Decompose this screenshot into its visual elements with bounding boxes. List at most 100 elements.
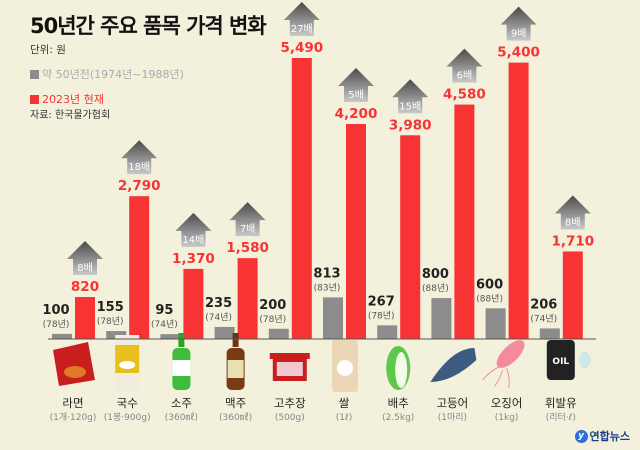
current-bar <box>129 196 150 339</box>
cabbage-icon <box>386 346 411 390</box>
multiplier-label: 8배 <box>565 216 581 228</box>
past-bar <box>323 297 343 339</box>
icon-part <box>232 333 239 347</box>
past-value-label: 235 <box>205 296 232 311</box>
icon-part <box>227 360 244 378</box>
category-unit-label: (1kg) <box>495 413 519 423</box>
past-value-label: 267 <box>368 294 395 309</box>
increase-arrow-icon <box>500 6 537 41</box>
past-year-label: (78년) <box>97 316 124 327</box>
past-bar <box>377 325 398 339</box>
current-value-label: 4,580 <box>443 87 486 103</box>
increase-arrow-icon <box>121 140 158 175</box>
multiplier-label: 14배 <box>182 234 204 246</box>
soju-bottle-icon <box>172 333 191 390</box>
icon-part <box>337 360 353 376</box>
category-label: 맥주 <box>225 396 246 410</box>
increase-arrow-icon <box>67 241 103 276</box>
current-bar <box>237 258 258 339</box>
current-value-label: 1,710 <box>551 233 594 249</box>
current-bar <box>400 135 421 339</box>
category-unit-label: (500g) <box>275 413 305 423</box>
icon-part <box>578 352 591 368</box>
category-unit-label: (리터·ℓ) <box>546 412 576 423</box>
logo-mark-icon: y <box>574 429 588 443</box>
category-label: 라면 <box>62 396 83 410</box>
past-year-label: (74년) <box>205 312 232 323</box>
past-year-label: (78년) <box>368 310 395 321</box>
category-label: 소주 <box>171 396 192 410</box>
current-bar <box>291 58 312 339</box>
increase-arrow-icon <box>283 2 320 36</box>
gochujang-tub-icon <box>269 353 310 381</box>
current-value-label: 1,370 <box>172 251 215 267</box>
past-value-label: 800 <box>422 267 449 282</box>
category-unit-label: (1봉·900g) <box>104 412 151 423</box>
ramen-icon <box>53 342 95 386</box>
past-year-label: (83년) <box>314 282 341 293</box>
past-value-label: 200 <box>259 298 286 313</box>
icon-part <box>276 362 303 376</box>
category-unit-label: (2.5kg) <box>382 413 414 423</box>
noodle-icon <box>115 335 140 391</box>
category-label: 쌀 <box>339 396 350 410</box>
icon-part <box>546 340 575 380</box>
squid-icon <box>482 340 525 389</box>
category-label: 고추장 <box>274 396 306 410</box>
past-year-label: (78년) <box>43 319 70 330</box>
category-label: 휘발유 <box>545 396 577 410</box>
icon-part <box>395 352 408 388</box>
category-unit-label: (1마리) <box>438 412 467 423</box>
past-bar <box>431 298 452 339</box>
oil-barrel-icon <box>546 340 591 380</box>
multiplier-label: 5배 <box>348 89 364 101</box>
icon-part <box>178 333 185 347</box>
past-bar <box>485 308 506 339</box>
multiplier-label: 7배 <box>240 223 256 235</box>
increase-arrow-icon <box>338 68 374 103</box>
multiplier-label: 15배 <box>399 100 421 112</box>
category-label: 배추 <box>388 396 409 410</box>
category-unit-label: (1ℓ) <box>336 413 352 423</box>
yonhap-logo: y 연합뉴스 <box>574 428 630 444</box>
current-value-label: 2,790 <box>118 178 161 194</box>
legend-label-current: 2023년 현재 <box>42 93 104 106</box>
multiplier-label: 6배 <box>457 70 473 82</box>
icon-part <box>482 365 510 389</box>
multiplier-label: 27배 <box>291 23 313 35</box>
icon-label: OIL <box>552 357 569 367</box>
legend-item-past: 약 50년전(1974년~1988년) <box>30 66 184 82</box>
icon-part <box>119 361 136 369</box>
current-value-label: 5,400 <box>497 45 540 61</box>
current-bar <box>75 297 95 339</box>
multiplier-label: 8배 <box>77 262 93 274</box>
increase-arrow-icon <box>554 195 591 230</box>
source-note: 자료: 한국물가협회 <box>30 110 111 121</box>
past-bar <box>268 328 289 339</box>
increase-arrow-icon <box>446 48 483 83</box>
multiplier-label: 9배 <box>511 28 527 40</box>
current-bar <box>562 251 583 339</box>
legend-swatch-past <box>30 69 39 79</box>
unit-label: 단위: 원 <box>30 44 66 56</box>
icon-part <box>53 342 95 386</box>
current-value-label: 5,490 <box>280 40 323 56</box>
past-year-label: (74년) <box>151 319 178 330</box>
mackerel-icon <box>430 348 477 382</box>
current-bar <box>346 124 366 340</box>
category-label: 국수 <box>117 396 138 410</box>
logo-text: 연합뉴스 <box>589 430 630 443</box>
icon-part <box>430 348 477 382</box>
current-value-label: 820 <box>71 279 99 295</box>
category-unit-label: (360㎖) <box>219 412 252 423</box>
current-bar <box>183 268 204 339</box>
legend-swatch-current <box>30 94 39 104</box>
current-value-label: 3,980 <box>389 117 432 133</box>
rice-bag-icon <box>332 340 358 392</box>
past-bar <box>214 326 235 339</box>
category-label: 고등어 <box>437 396 469 410</box>
past-year-label: (78년) <box>259 314 286 325</box>
past-bar <box>539 328 560 339</box>
past-bar <box>160 334 181 339</box>
